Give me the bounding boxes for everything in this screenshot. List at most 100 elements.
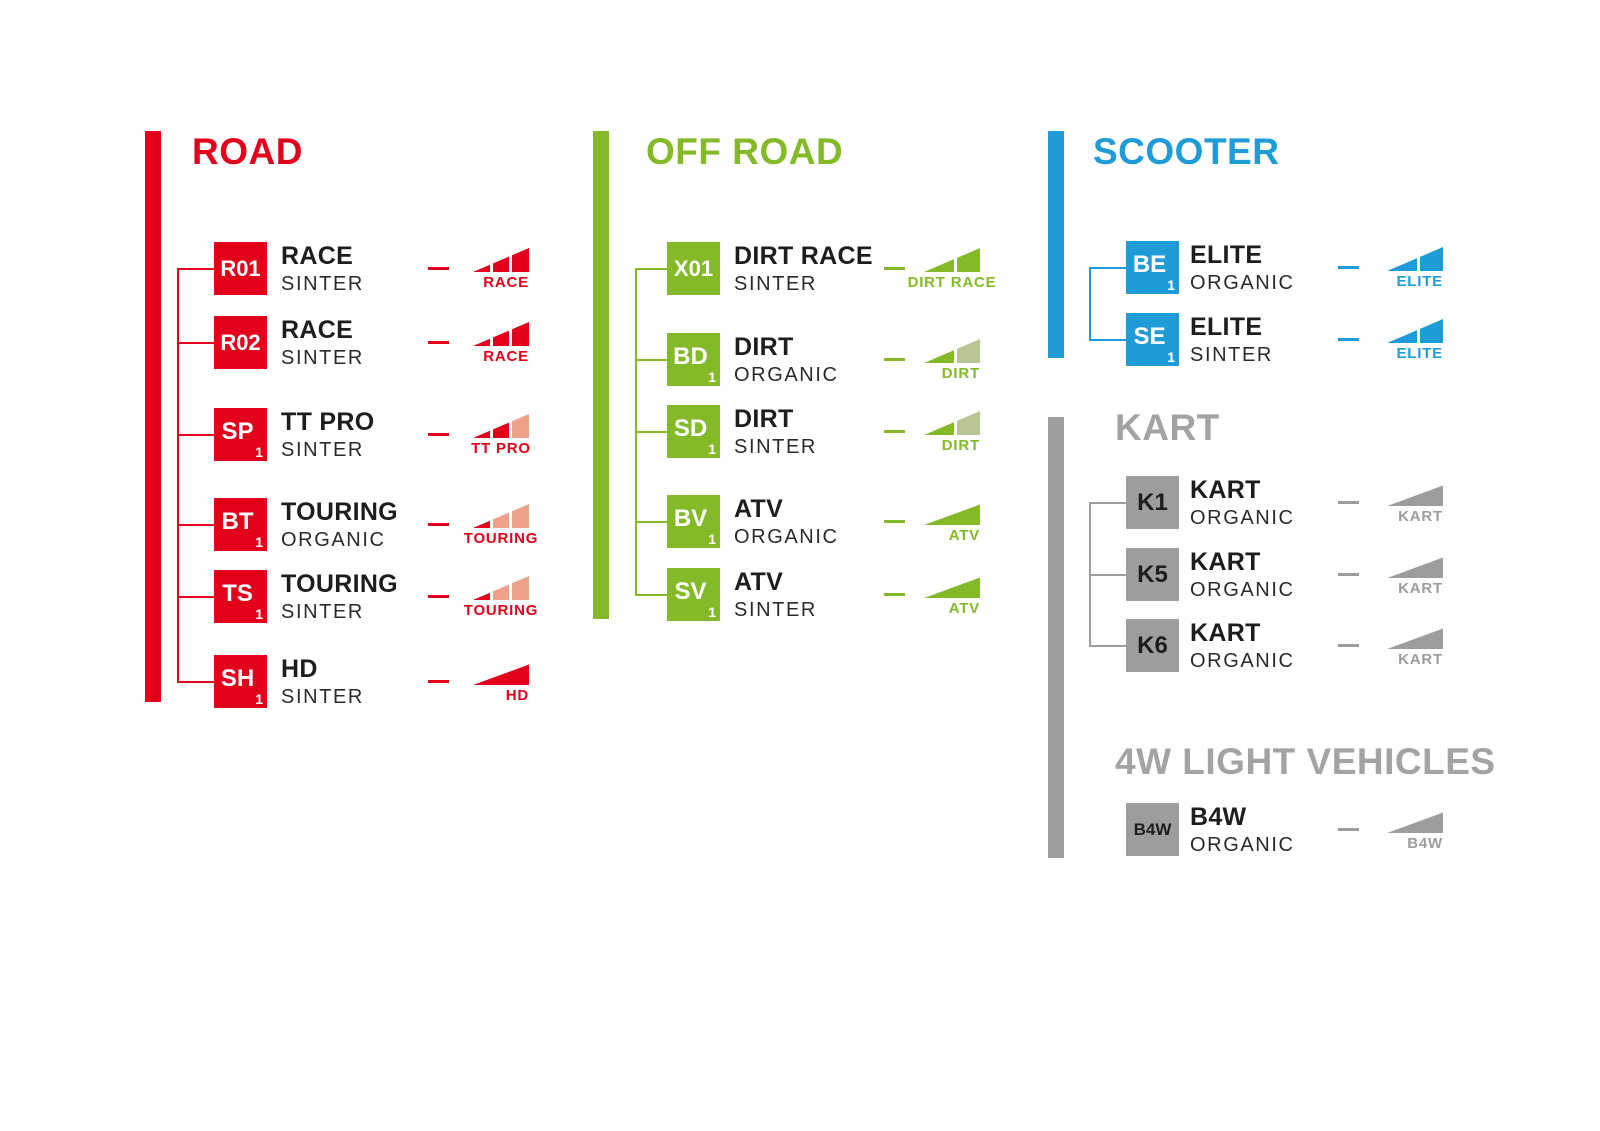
product-text: ATV ORGANIC (734, 496, 839, 549)
connector-stub (635, 359, 667, 361)
section-title-off_road: OFF ROAD (646, 131, 844, 172)
connector-stub (177, 596, 214, 598)
product-text: ELITE ORGANIC (1190, 242, 1295, 295)
product-square: R02 (214, 316, 267, 369)
product-compound: SINTER (281, 439, 364, 461)
performance-icon-label: DIRT (941, 365, 980, 382)
product-name: TT PRO (281, 408, 375, 436)
performance-level-icon: TT PRO (471, 414, 531, 458)
product-text: TOURING ORGANIC (281, 499, 398, 552)
product-name: TOURING (281, 498, 398, 526)
product-text: KART ORGANIC (1190, 549, 1295, 602)
product-compound: SINTER (734, 436, 817, 458)
product-code-subscript: 1 (1167, 349, 1175, 365)
product-code: SV (674, 577, 707, 605)
performance-level-icon: DIRT (924, 339, 980, 383)
link-dash (1338, 573, 1359, 576)
link-dash (1338, 338, 1359, 341)
performance-level-icon: B4W (1387, 809, 1443, 853)
performance-icon-label: TOURING (463, 602, 539, 619)
product-text: TOURING SINTER (281, 571, 398, 624)
product-square: BV 1 (667, 495, 720, 548)
product-text: TT PRO SINTER (281, 409, 374, 462)
connector-stub (635, 431, 667, 433)
product-square: BD 1 (667, 333, 720, 386)
product-code: SP (221, 417, 254, 445)
product-compound: ORGANIC (1190, 650, 1295, 672)
performance-icon-label: HD (505, 687, 529, 704)
connector-stub (1089, 645, 1126, 647)
product-name: RACE (281, 316, 354, 344)
product-name: DIRT RACE (734, 242, 873, 270)
link-dash (884, 430, 905, 433)
performance-level-icon: KART (1387, 482, 1443, 526)
product-code-subscript: 1 (255, 534, 263, 550)
product-code-subscript: 1 (708, 369, 716, 385)
link-dash (884, 267, 905, 270)
performance-icon-label: ATV (948, 527, 980, 544)
product-code: R02 (220, 329, 261, 355)
performance-icon-label: ATV (948, 600, 980, 617)
link-dash (884, 593, 905, 596)
performance-icon-label: RACE (483, 348, 529, 365)
product-code: SH (220, 664, 255, 692)
product-code: TS (222, 579, 253, 607)
connector-stub (1089, 267, 1126, 269)
performance-icon-label: TOURING (463, 530, 539, 547)
scooter-category-bar (1048, 131, 1064, 358)
product-compound: SINTER (734, 599, 817, 621)
connector-stub (177, 434, 214, 436)
product-name: DIRT (734, 405, 794, 433)
performance-icon-label: TT PRO (471, 440, 531, 457)
product-code: BT (221, 507, 254, 535)
product-code: BD (673, 342, 708, 370)
product-compound: ORGANIC (734, 526, 839, 548)
connector-stub (635, 594, 667, 596)
product-text: DIRT SINTER (734, 406, 817, 459)
product-name: KART (1190, 619, 1261, 647)
product-compound: SINTER (281, 273, 364, 295)
product-compound: SINTER (281, 601, 364, 623)
product-text: KART ORGANIC (1190, 477, 1295, 530)
product-name: HD (281, 655, 318, 683)
product-name: B4W (1190, 803, 1247, 831)
product-compound: ORGANIC (1190, 834, 1295, 856)
product-name: KART (1190, 548, 1261, 576)
product-square: X01 (667, 242, 720, 295)
connector-stub (635, 521, 667, 523)
product-code: K5 (1137, 560, 1168, 588)
performance-level-icon: KART (1387, 554, 1443, 598)
performance-level-icon: ATV (924, 574, 980, 618)
product-square: TS 1 (214, 570, 267, 623)
product-text: KART ORGANIC (1190, 620, 1295, 673)
product-compound: ORGANIC (281, 529, 386, 551)
performance-level-icon: KART (1387, 625, 1443, 669)
performance-icon-label: KART (1398, 580, 1443, 597)
performance-icon-label: RACE (483, 274, 529, 291)
performance-level-icon: HD (473, 661, 529, 705)
connector-stub (1089, 502, 1126, 504)
product-name: ELITE (1190, 313, 1263, 341)
product-square: K5 (1126, 548, 1179, 601)
product-square: R01 (214, 242, 267, 295)
product-name: TOURING (281, 570, 398, 598)
performance-level-icon: ELITE (1387, 319, 1443, 363)
product-text: DIRT ORGANIC (734, 334, 839, 387)
performance-icon-label: DIRT RACE (907, 274, 997, 291)
performance-icon-label: KART (1398, 651, 1443, 668)
performance-level-icon: ELITE (1387, 247, 1443, 291)
link-dash (1338, 266, 1359, 269)
connector-line (177, 269, 179, 682)
off_road-category-bar (593, 131, 609, 619)
link-dash (428, 595, 449, 598)
connector-stub (177, 681, 214, 683)
performance-level-icon: DIRT RACE (908, 248, 996, 292)
product-code-subscript: 1 (708, 441, 716, 457)
product-text: RACE SINTER (281, 243, 364, 296)
connector-stub (177, 524, 214, 526)
product-square: B4W (1126, 803, 1179, 856)
product-name: RACE (281, 242, 354, 270)
product-name: ELITE (1190, 241, 1263, 269)
product-name: DIRT (734, 333, 794, 361)
